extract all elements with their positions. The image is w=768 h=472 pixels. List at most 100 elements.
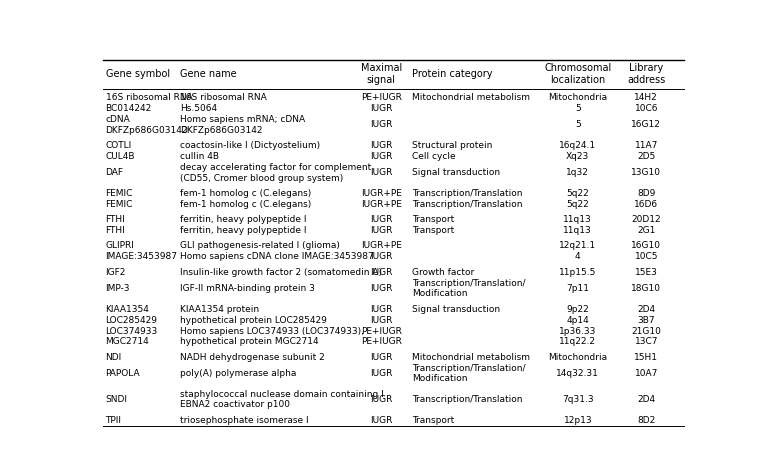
- Text: Transcription/Translation/
Modification: Transcription/Translation/ Modification: [412, 364, 525, 383]
- Text: IMP-3: IMP-3: [105, 284, 130, 293]
- Text: 11p15.5: 11p15.5: [559, 268, 597, 277]
- Text: IMAGE:3453987: IMAGE:3453987: [105, 253, 177, 261]
- Text: 16D6: 16D6: [634, 200, 658, 209]
- Text: hypothetical protein LOC285429: hypothetical protein LOC285429: [180, 316, 327, 325]
- Text: IUGR: IUGR: [370, 141, 392, 150]
- Text: IUGR: IUGR: [370, 253, 392, 261]
- Text: IUGR: IUGR: [370, 152, 392, 161]
- Text: IUGR: IUGR: [370, 316, 392, 325]
- Text: IUGR+PE: IUGR+PE: [361, 200, 402, 209]
- Text: 21G10: 21G10: [631, 327, 661, 336]
- Text: 5: 5: [575, 104, 581, 113]
- Text: 4p14: 4p14: [567, 316, 589, 325]
- Text: 8D2: 8D2: [637, 416, 655, 425]
- Text: 7q31.3: 7q31.3: [562, 395, 594, 404]
- Text: 10C5: 10C5: [634, 253, 658, 261]
- Text: 16G12: 16G12: [631, 120, 661, 129]
- Text: 2D4: 2D4: [637, 305, 655, 314]
- Text: LOC374933: LOC374933: [105, 327, 157, 336]
- Text: 2G1: 2G1: [637, 226, 655, 235]
- Text: 11q13: 11q13: [564, 226, 592, 235]
- Text: 11q13: 11q13: [564, 215, 592, 224]
- Text: Growth factor: Growth factor: [412, 268, 475, 277]
- Text: 16S ribosomal RNA: 16S ribosomal RNA: [180, 93, 266, 102]
- Text: DAF: DAF: [105, 169, 124, 177]
- Text: 2D4: 2D4: [637, 395, 655, 404]
- Text: Chromosomal
localization: Chromosomal localization: [545, 63, 611, 85]
- Text: Gene name: Gene name: [180, 69, 237, 79]
- Text: 12q21.1: 12q21.1: [559, 242, 597, 251]
- Text: PAPOLA: PAPOLA: [105, 369, 140, 378]
- Text: Transport: Transport: [412, 416, 455, 425]
- Text: fem-1 homolog c (C.elegans): fem-1 homolog c (C.elegans): [180, 200, 311, 209]
- Text: ferritin, heavy polypeptide I: ferritin, heavy polypeptide I: [180, 226, 306, 235]
- Text: IUGR: IUGR: [370, 268, 392, 277]
- Text: GLIPRI: GLIPRI: [105, 242, 134, 251]
- Text: ferritin, heavy polypeptide I: ferritin, heavy polypeptide I: [180, 215, 306, 224]
- Text: FTHI: FTHI: [105, 215, 125, 224]
- Text: Mitochondrial metabolism: Mitochondrial metabolism: [412, 93, 530, 102]
- Text: IUGR: IUGR: [370, 416, 392, 425]
- Text: Protein category: Protein category: [412, 69, 492, 79]
- Text: TPII: TPII: [105, 416, 121, 425]
- Text: Transport: Transport: [412, 226, 455, 235]
- Text: 15E3: 15E3: [635, 268, 657, 277]
- Text: IUGR: IUGR: [370, 215, 392, 224]
- Text: Maximal
signal: Maximal signal: [361, 63, 402, 85]
- Text: Mitochondria: Mitochondria: [548, 93, 607, 102]
- Text: Mitochondrial metabolism: Mitochondrial metabolism: [412, 353, 530, 362]
- Text: 18G10: 18G10: [631, 284, 661, 293]
- Text: triosephosphate isomerase I: triosephosphate isomerase I: [180, 416, 309, 425]
- Text: IUGR+PE: IUGR+PE: [361, 242, 402, 251]
- Text: 9p22: 9p22: [567, 305, 589, 314]
- Text: NDI: NDI: [105, 353, 122, 362]
- Text: 15H1: 15H1: [634, 353, 658, 362]
- Text: IUGR: IUGR: [370, 395, 392, 404]
- Text: coactosin-like I (Dictyostelium): coactosin-like I (Dictyostelium): [180, 141, 320, 150]
- Text: 13C7: 13C7: [634, 337, 658, 346]
- Text: KIAA1354: KIAA1354: [105, 305, 150, 314]
- Text: 7p11: 7p11: [566, 284, 589, 293]
- Text: BC014242: BC014242: [105, 104, 152, 113]
- Text: Mitochondria: Mitochondria: [548, 353, 607, 362]
- Text: Library
address: Library address: [627, 63, 665, 85]
- Text: IUGR+PE: IUGR+PE: [361, 189, 402, 198]
- Text: KIAA1354 protein: KIAA1354 protein: [180, 305, 259, 314]
- Text: 8D9: 8D9: [637, 189, 655, 198]
- Text: 1p36.33: 1p36.33: [559, 327, 597, 336]
- Text: Transcription/Translation/
Modification: Transcription/Translation/ Modification: [412, 279, 525, 298]
- Text: Cell cycle: Cell cycle: [412, 152, 455, 161]
- Text: IUGR: IUGR: [370, 226, 392, 235]
- Text: 5: 5: [575, 120, 581, 129]
- Text: Structural protein: Structural protein: [412, 141, 492, 150]
- Text: 14H2: 14H2: [634, 93, 658, 102]
- Text: poly(A) polymerase alpha: poly(A) polymerase alpha: [180, 369, 296, 378]
- Text: 3B7: 3B7: [637, 316, 655, 325]
- Text: IUGR: IUGR: [370, 120, 392, 129]
- Text: PE+IUGR: PE+IUGR: [361, 327, 402, 336]
- Text: 10C6: 10C6: [634, 104, 658, 113]
- Text: IGF2: IGF2: [105, 268, 126, 277]
- Text: PE+IUGR: PE+IUGR: [361, 93, 402, 102]
- Text: 16G10: 16G10: [631, 242, 661, 251]
- Text: Transport: Transport: [412, 215, 455, 224]
- Text: Transcription/Translation: Transcription/Translation: [412, 395, 522, 404]
- Text: IGF-II mRNA-binding protein 3: IGF-II mRNA-binding protein 3: [180, 284, 315, 293]
- Text: FTHI: FTHI: [105, 226, 125, 235]
- Text: GLI pathogenesis-related I (glioma): GLI pathogenesis-related I (glioma): [180, 242, 339, 251]
- Text: cullin 4B: cullin 4B: [180, 152, 219, 161]
- Text: 14q32.31: 14q32.31: [556, 369, 599, 378]
- Text: decay accelerating factor for complement
(CD55, Cromer blood group system): decay accelerating factor for complement…: [180, 163, 371, 183]
- Text: 12p13: 12p13: [564, 416, 592, 425]
- Text: CUL4B: CUL4B: [105, 152, 135, 161]
- Text: 4: 4: [575, 253, 581, 261]
- Text: 11A7: 11A7: [634, 141, 658, 150]
- Text: 20D12: 20D12: [631, 215, 661, 224]
- Text: fem-1 homolog c (C.elegans): fem-1 homolog c (C.elegans): [180, 189, 311, 198]
- Text: 10A7: 10A7: [634, 369, 658, 378]
- Text: IUGR: IUGR: [370, 284, 392, 293]
- Text: staphylococcal nuclease domain containing I
EBNA2 coactivator p100: staphylococcal nuclease domain containin…: [180, 390, 384, 409]
- Text: Homo sapiens mRNA; cDNA
DKFZp686G03142: Homo sapiens mRNA; cDNA DKFZp686G03142: [180, 115, 305, 135]
- Text: NADH dehydrogenase subunit 2: NADH dehydrogenase subunit 2: [180, 353, 325, 362]
- Text: PE+IUGR: PE+IUGR: [361, 337, 402, 346]
